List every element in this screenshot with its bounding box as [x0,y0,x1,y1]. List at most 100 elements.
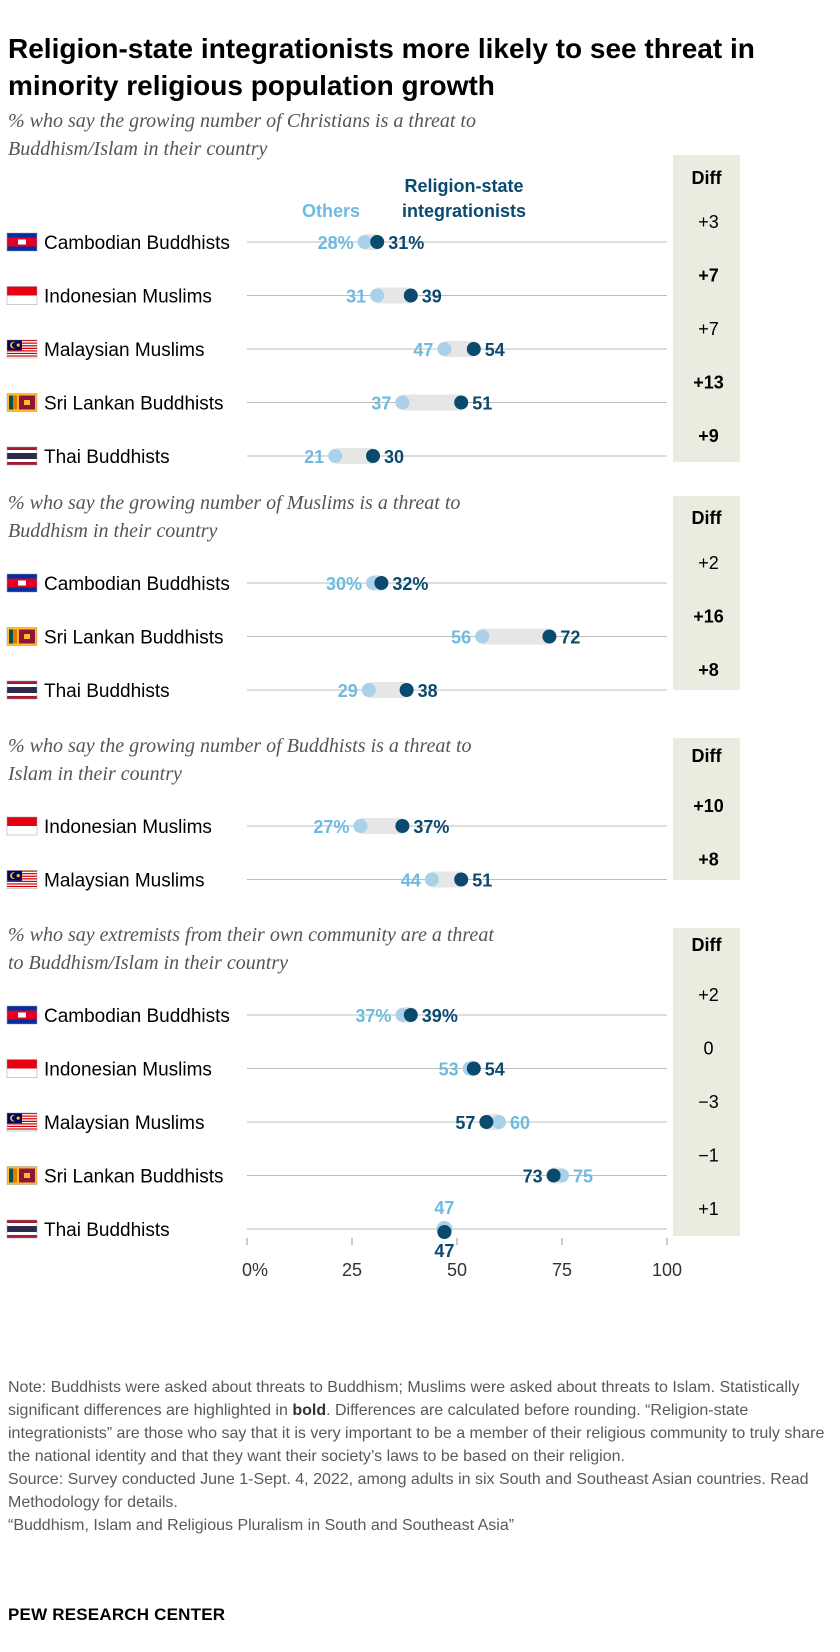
brand-logo-text: PEW RESEARCH CENTER [8,1605,226,1624]
others-value-label: 29 [338,681,358,701]
chart-row: Sri Lankan Buddhists 56 72 +16 [6,607,724,649]
malaysia-flag-icon [6,1112,38,1132]
integrationists-dot [370,235,385,249]
panel-subtitle: Buddhism/Islam in their country [8,138,268,160]
integrationists-dot [479,1115,494,1129]
chart-row: Cambodian Buddhists 28% 31% +3 [6,212,719,254]
others-dot [437,342,452,356]
row-label: Indonesian Muslims [44,1060,212,1081]
report-title: “Buddhism, Islam and Religious Pluralism… [8,1517,515,1534]
indonesia-flag-icon [6,1059,38,1078]
diff-value: −3 [698,1092,719,1112]
others-value-label: 47 [413,340,433,360]
chart-row: Malaysian Muslims 47 54 +7 [6,319,719,361]
others-value-label: 47 [434,1198,454,1218]
x-tick-label: 75 [552,1260,572,1280]
others-value-label: 28% [318,233,354,253]
integrationists-dot [403,288,418,303]
panel-4: Diff % who say extremists from their own … [6,924,740,1261]
others-value-label: 75 [573,1167,593,1187]
integrationists-dot [399,683,414,697]
gap-bar [360,818,403,834]
diff-header: Diff [692,746,723,766]
diff-value: +7 [698,319,719,339]
integrationists-dot [466,1061,481,1076]
chart-row: Thai Buddhists 29 38 +8 [6,660,719,702]
row-label: Malaysian Muslims [44,1113,204,1134]
diff-value: +8 [698,660,719,680]
others-dot [492,1115,506,1129]
row-label: Thai Buddhists [44,681,170,702]
integrationists-dot [546,1168,561,1183]
x-tick-label: 50 [447,1260,467,1280]
sri-lanka-flag-icon [6,393,38,412]
chart-row: Sri Lankan Buddhists 73 75 −1 [6,1146,719,1188]
row-label: Cambodian Buddhists [44,1006,230,1027]
note-suffix: . Differences are calculated before roun… [8,1402,825,1465]
others-value-label: 56 [451,628,471,648]
panel-subtitle: % who say the growing number of Christia… [8,110,476,132]
row-label: Thai Buddhists [44,1220,170,1241]
row-label: Thai Buddhists [44,447,170,468]
panel-1: Diff % who say the growing number of Chri… [6,110,740,468]
row-label: Malaysian Muslims [44,871,204,892]
integrationists-value-label: 72 [560,628,580,648]
others-dot [361,683,376,697]
others-value-label: 37% [355,1006,391,1026]
diff-header: Diff [692,935,723,955]
indonesia-flag-icon [6,816,38,836]
row-label: Malaysian Muslims [44,340,204,361]
cambodia-flag-icon [6,1005,38,1025]
thailand-flag-icon [6,680,38,700]
panel-subtitle: to Buddhism/Islam in their country [8,952,288,974]
others-value-label: 53 [439,1060,459,1080]
integrationists-value-label: 54 [485,1060,505,1080]
others-value-label: 30% [326,574,362,594]
diff-value: +10 [693,796,724,816]
thailand-flag-icon [6,446,38,466]
panel-subtitle: % who say the growing number of Muslims … [8,492,460,514]
integrationists-value-label: 54 [485,340,505,360]
integrationists-dot [366,449,380,463]
diff-column-bg [673,928,740,1236]
chart-row: Thai Buddhists 47 47 +1 [6,1198,719,1261]
chart-row: Malaysian Muslims 57 60 −3 [6,1092,719,1134]
integrationists-dot [374,576,389,590]
others-value-label: 21 [304,447,324,467]
note-prefix: Note: Buddhists were asked about threats… [8,1379,800,1419]
others-dot [357,235,372,249]
integrationists-dot [395,819,410,833]
others-value-label: 60 [510,1113,530,1133]
others-dot [328,449,343,463]
chart-title: Religion-state integrationists more like… [8,33,755,101]
chart-row: Indonesian Muslims 53 54 0 [6,1039,714,1081]
diff-header: Diff [692,168,723,188]
footer: Note: Buddhists were asked about threats… [8,1376,833,1537]
integrationists-dot [542,629,557,644]
panel-subtitle: Islam in their country [7,763,182,785]
integrationists-value-label: 51 [472,871,492,891]
integrationists-value-label: 37% [413,817,449,837]
diff-value: +2 [698,985,719,1005]
note: Note: Buddhists were asked about threats… [8,1376,833,1468]
row-label: Sri Lankan Buddhists [44,628,224,649]
malaysia-flag-icon [6,339,38,359]
integrationists-value-label: 32% [392,574,428,594]
others-dot [424,872,439,887]
source-note: Source: Survey conducted June 1-Sept. 4,… [8,1471,809,1511]
legend-integrationists: Religion-state [404,176,523,196]
others-dot [475,629,490,644]
diff-header: Diff [692,508,723,528]
gap-bar [377,287,411,304]
legend-integrationists: integrationists [402,201,526,221]
row-label: Sri Lankan Buddhists [44,394,224,415]
row-label: Indonesian Muslims [44,817,212,838]
indonesia-flag-icon [6,286,38,305]
gap-bar [431,871,462,888]
x-tick-label: 0% [242,1260,268,1280]
integrationists-dot [437,1225,452,1239]
sri-lanka-flag-icon [6,627,38,646]
diff-value: +16 [693,607,724,627]
chart-row: Cambodian Buddhists 30% 32% +2 [6,553,719,595]
integrationists-value-label: 39% [422,1006,458,1026]
